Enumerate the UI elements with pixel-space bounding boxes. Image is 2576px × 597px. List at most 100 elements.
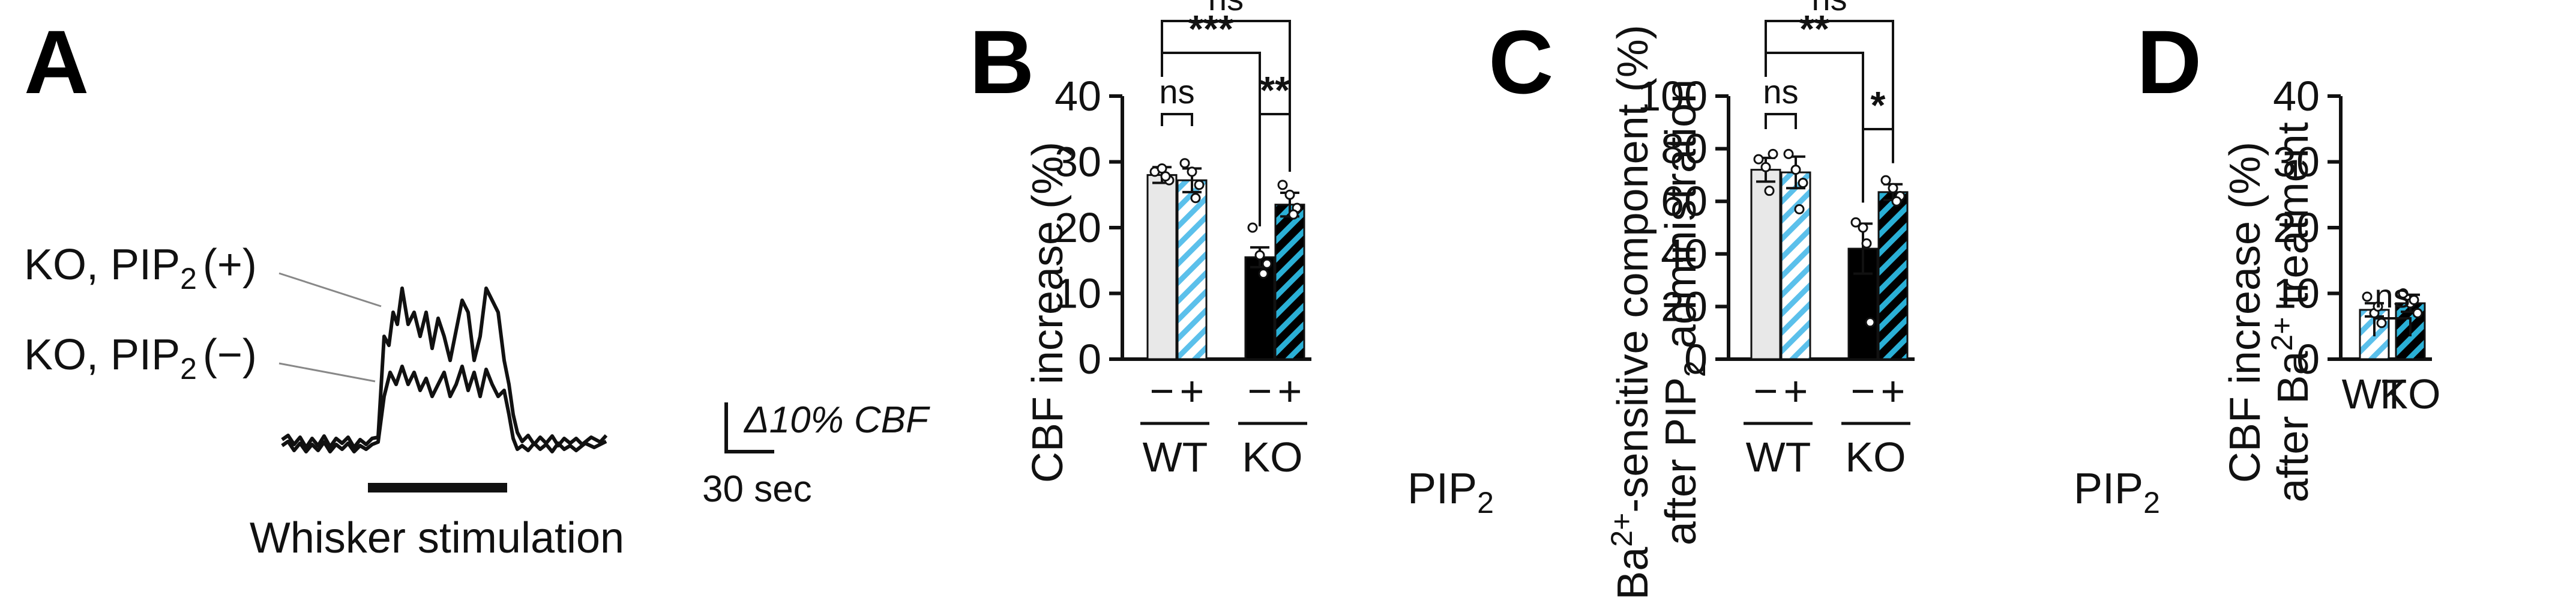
panel-d-significance-label: ns xyxy=(2374,277,2410,315)
panel-d-ylabel-line2-suffix: treatment xyxy=(2269,122,2317,317)
panel-letter-d: D xyxy=(2137,11,2201,112)
panel-b-significance-label: ns xyxy=(1159,73,1194,111)
trace-plus-label: KO, PIP2 (+) xyxy=(24,241,257,295)
panel-b-data-point xyxy=(1157,163,1167,174)
panel-letter-c: C xyxy=(1488,11,1553,112)
panel-b-data-point xyxy=(1254,250,1265,261)
panel-d-ylabel-line2-prefix: after Ba xyxy=(2269,351,2317,503)
panel-b-data-point xyxy=(1160,171,1171,182)
panel-d-y-tick-label: 30 xyxy=(2273,139,2320,186)
panel-b-data-point xyxy=(1288,209,1299,220)
panel-a: KO, PIP2 (+) KO, PIP2 (−) Whisker stimulat… xyxy=(24,241,930,562)
panel-b-data-point xyxy=(1284,189,1295,200)
trace-minus-pointer xyxy=(278,362,376,383)
panel-d-data-point xyxy=(2412,308,2423,318)
panel-letter-b: B xyxy=(969,11,1034,112)
panel-b-y-tick-label: 40 xyxy=(1055,73,1101,120)
trace-plus-pointer xyxy=(278,272,382,308)
trace-minus-subscript: 2 xyxy=(180,352,197,386)
trace-minus-suffix: (−) xyxy=(203,331,257,379)
trace-plus-prefix: KO, PIP xyxy=(24,241,180,289)
panel-d-y-tick-label: 10 xyxy=(2273,270,2320,317)
panel-c-data-point xyxy=(1783,148,1794,159)
panel-b-bar xyxy=(1176,179,1208,360)
panel-b-y-tick-label: 0 xyxy=(1078,336,1101,383)
panel-b-bar xyxy=(1146,174,1178,360)
panel-d-data-point xyxy=(2362,291,2373,302)
panel-b-data-point xyxy=(1190,193,1201,204)
panel-c-significance-label: ** xyxy=(1799,7,1829,50)
panel-c-data-point xyxy=(1880,175,1891,186)
panel-b-group-label: KO xyxy=(1242,434,1302,480)
panel-c-data-point xyxy=(1794,204,1805,214)
panel-d-ylabel-line1: CBF increase (%) xyxy=(2221,142,2269,483)
panel-d-data-point xyxy=(2376,318,2387,329)
panel-b-significance-label: *** xyxy=(1188,7,1233,50)
panel-b-data-point xyxy=(1187,166,1197,177)
panel-c-y-tick-label: 100 xyxy=(1637,73,1708,120)
panel-c-ylabel-line2-sub: 2 xyxy=(1678,360,1712,377)
panel-d-category-label: WT xyxy=(2342,371,2407,417)
panel-c-significance-label: * xyxy=(1871,83,1886,127)
panel-c-data-point xyxy=(1888,183,1898,193)
panel-b-data-point xyxy=(1262,258,1272,269)
panel-b-comparison-bracket xyxy=(1161,52,1261,226)
panel-c-treatment-prefix: PIP xyxy=(2074,465,2143,513)
panel-b-category-label: + xyxy=(1278,368,1302,414)
panel-c-ylabel-line2: after PIP2 administration xyxy=(1657,79,1712,545)
panel-b-y-tick-label: 20 xyxy=(1055,204,1101,251)
panel-d-ylabel-line2: after Ba2+ treatment xyxy=(2265,122,2317,502)
panel-c-data-point xyxy=(1798,178,1808,189)
trace-plus-subscript: 2 xyxy=(180,262,197,295)
panel-d-comparison-bracket xyxy=(2373,317,2412,336)
panel-c-data-point xyxy=(1764,186,1775,196)
panel-c-y-tick-label: 20 xyxy=(1661,283,1708,330)
panel-c-data-point xyxy=(1858,222,1868,233)
panel-b-significance-label: ns xyxy=(1208,0,1244,17)
panel-b-ylabel: CBF increase (%) xyxy=(1024,142,1072,483)
panel-c-category-label: − xyxy=(1754,368,1778,414)
panel-c-category-label: + xyxy=(1881,368,1906,414)
scale-bar xyxy=(724,402,774,453)
panel-b-comparison-bracket xyxy=(1259,113,1291,120)
scale-x-label: 30 sec xyxy=(702,468,812,510)
panel-c-data-point xyxy=(1891,196,1902,207)
panel-b-data-point xyxy=(1258,268,1269,279)
panel-d-data-point xyxy=(2373,301,2383,312)
panel-c-treatment-subscript: 2 xyxy=(2143,486,2160,520)
panel-c-data-point xyxy=(1753,154,1764,165)
panel-d-data-point xyxy=(2409,294,2419,305)
panel-c-significance-label: ns xyxy=(1763,73,1798,111)
panel-c: Ba2+-sensitive component (%) after PIP2 … xyxy=(1605,0,2160,597)
panel-b-y-tick-label: 30 xyxy=(1055,139,1101,186)
panel-b-data-point xyxy=(1277,180,1288,190)
panel-b-category-label: − xyxy=(1150,368,1175,414)
panel-d-y-tick-label: 0 xyxy=(2296,336,2320,383)
panel-b-treatment-subscript: 2 xyxy=(1477,486,1494,520)
panel-b-data-point xyxy=(1247,222,1258,233)
panel-c-data-point xyxy=(1865,317,1876,328)
panel-letter-a: A xyxy=(24,11,89,112)
panel-c-y-tick-label: 80 xyxy=(1661,126,1708,172)
panel-b-category-label: − xyxy=(1248,368,1272,414)
panel-c-ylabel-line1-suffix: -sensitive component (%) xyxy=(1609,25,1657,512)
panel-c-data-point xyxy=(1768,148,1778,159)
panel-c-comparison-bracket xyxy=(1765,113,1797,129)
panel-c-significance-label: ns xyxy=(1811,0,1847,17)
panel-d-y-tick-label: 40 xyxy=(2273,73,2320,120)
trace-minus-prefix: KO, PIP xyxy=(24,331,180,379)
panel-c-category-label: + xyxy=(1784,368,1808,414)
panel-c-treatment-label: PIP2 xyxy=(2074,465,2160,520)
panel-c-y-tick-label: 0 xyxy=(1684,336,1708,383)
panel-c-ylabel-line2-prefix: after PIP xyxy=(1657,377,1705,545)
panel-c-data-point xyxy=(1861,238,1872,249)
panel-b-data-point xyxy=(1179,158,1190,169)
panel-d-category-label: KO xyxy=(2380,371,2440,417)
panel-c-data-point xyxy=(1760,162,1771,172)
trace-plus xyxy=(281,286,608,449)
panel-b-data-point xyxy=(1194,180,1205,190)
